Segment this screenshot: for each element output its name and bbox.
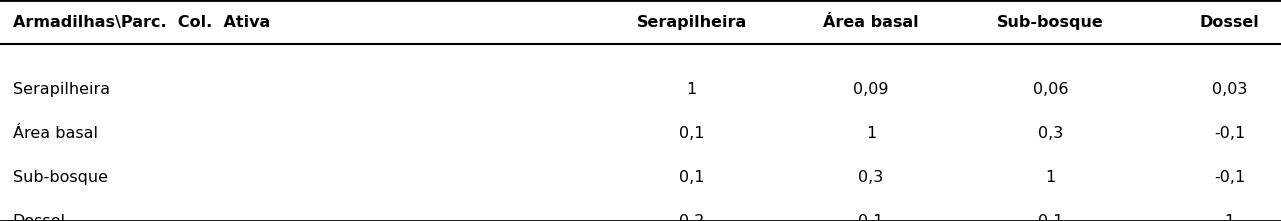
Text: Dossel: Dossel <box>1200 15 1259 30</box>
Text: 0,06: 0,06 <box>1032 82 1068 97</box>
Text: -0,1: -0,1 <box>1214 126 1245 141</box>
Text: Área basal: Área basal <box>824 15 918 30</box>
Text: Serapilheira: Serapilheira <box>13 82 110 97</box>
Text: 0,1: 0,1 <box>679 170 705 185</box>
Text: Dossel: Dossel <box>13 214 65 221</box>
Text: 0,3: 0,3 <box>1038 126 1063 141</box>
Text: Sub-bosque: Sub-bosque <box>997 15 1104 30</box>
Text: 0,3: 0,3 <box>858 170 884 185</box>
Text: 1: 1 <box>1045 170 1056 185</box>
Text: Armadilhas\Parc.  Col.  Ativa: Armadilhas\Parc. Col. Ativa <box>13 15 270 30</box>
Text: -0,1: -0,1 <box>1214 170 1245 185</box>
Text: 0,2: 0,2 <box>679 214 705 221</box>
Text: Sub-bosque: Sub-bosque <box>13 170 108 185</box>
Text: 0,1: 0,1 <box>679 126 705 141</box>
Text: Área basal: Área basal <box>13 126 97 141</box>
Text: 0,1: 0,1 <box>1038 214 1063 221</box>
Text: 0,09: 0,09 <box>853 82 889 97</box>
Text: Serapilheira: Serapilheira <box>637 15 747 30</box>
Text: 1: 1 <box>866 126 876 141</box>
Text: 1: 1 <box>1225 214 1235 221</box>
Text: 0,03: 0,03 <box>1212 82 1248 97</box>
Text: 1: 1 <box>687 82 697 97</box>
Text: 0,1: 0,1 <box>858 214 884 221</box>
